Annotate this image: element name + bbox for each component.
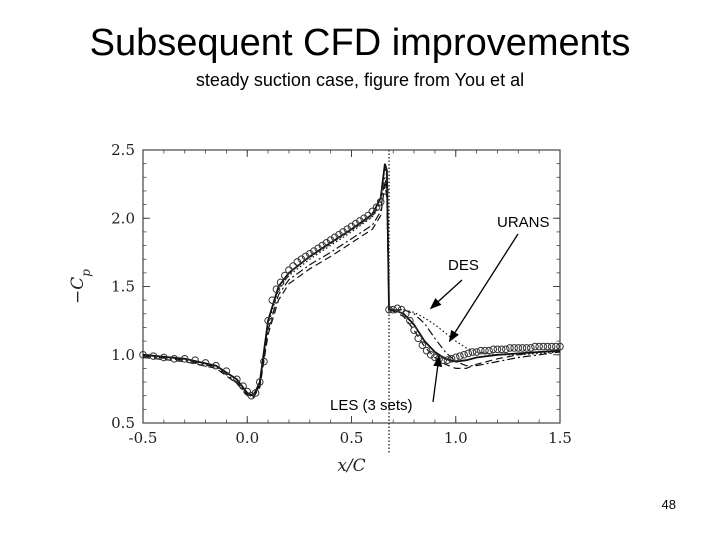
experiment-point xyxy=(476,346,485,355)
experiment-point xyxy=(368,207,377,216)
series-les-3-sets-line xyxy=(142,163,561,397)
experiment-point xyxy=(251,389,260,397)
experiment-point xyxy=(552,342,560,351)
experiment-point xyxy=(233,375,241,384)
series-group xyxy=(142,163,561,398)
experiment-point xyxy=(464,349,473,358)
experiment-point xyxy=(364,211,372,220)
experiment-point xyxy=(506,344,514,352)
experiment-point xyxy=(280,271,289,280)
y-tick-label: 1.5 xyxy=(111,278,135,296)
experiment-point xyxy=(255,378,264,386)
experiment-point xyxy=(268,296,277,304)
experiment-point xyxy=(472,348,481,356)
experiment-point xyxy=(443,356,452,365)
annotations: URANS DES LES (3 sets) xyxy=(330,214,550,414)
experiment-point xyxy=(527,344,535,352)
experiment-point xyxy=(514,344,523,352)
experiment-point xyxy=(414,334,423,343)
slide-subtitle: steady suction case, figure from You et … xyxy=(195,70,525,90)
experiment-point xyxy=(289,262,297,270)
experiment-point xyxy=(243,387,252,396)
experiment-point xyxy=(212,361,220,370)
series-des-line xyxy=(142,177,561,398)
experiment-point xyxy=(493,345,502,354)
experiment-point xyxy=(535,342,543,351)
experiment-point xyxy=(460,350,468,359)
experiment-point xyxy=(260,357,268,366)
x-tick-label: 0.5 xyxy=(340,429,364,447)
experiment-point xyxy=(451,353,460,362)
experiment-point xyxy=(389,305,398,314)
experiment-point xyxy=(422,346,431,355)
experiment-point xyxy=(481,346,489,355)
x-axis-label: x/C xyxy=(337,456,365,476)
plot-border xyxy=(142,149,561,424)
annotation-label: LES (3 sets) xyxy=(330,397,413,414)
series-urans-line xyxy=(142,166,561,397)
experiment-point xyxy=(468,348,477,356)
annotation-label: URANS xyxy=(497,214,550,231)
experiment-point xyxy=(376,198,385,206)
y-tick-label: 2.0 xyxy=(111,209,135,227)
experiment-point xyxy=(543,342,552,351)
experiment-point xyxy=(497,345,506,354)
experiment-point xyxy=(456,352,464,360)
axis-ticks: -0.5 0.0 0.5 1.0 1.5 0.5 1.0 1.5 2.0 2.5 xyxy=(111,141,572,453)
y-tick-label: 0.5 xyxy=(111,414,135,432)
experiment-point xyxy=(272,285,281,294)
experiment-point xyxy=(418,341,427,349)
experiment-point xyxy=(222,367,231,375)
annotation-label: DES xyxy=(448,257,479,274)
experiment-point xyxy=(180,355,189,363)
experiment-markers xyxy=(139,187,564,400)
experiment-point xyxy=(160,353,168,362)
series-dashed-line xyxy=(142,184,561,398)
experiment-point xyxy=(201,359,210,367)
experiment-point xyxy=(191,356,199,365)
x-tick-label: 0.0 xyxy=(235,429,259,447)
experiment-point xyxy=(406,316,414,325)
x-tick-label: 1.5 xyxy=(548,429,572,447)
experiment-point xyxy=(385,305,393,314)
annotation-arrow xyxy=(429,279,463,310)
experiment-point xyxy=(401,310,410,318)
y-tick-label: 1.0 xyxy=(111,346,135,364)
experiment-point xyxy=(518,344,527,352)
experiment-point xyxy=(397,305,406,314)
experiment-point xyxy=(510,344,518,352)
experiment-point xyxy=(522,344,531,352)
experiment-point xyxy=(489,345,498,354)
experiment-point xyxy=(447,355,456,363)
experiment-point xyxy=(372,203,381,212)
experiment-point xyxy=(556,342,564,351)
page-number: 48 xyxy=(661,497,676,512)
experiment-point xyxy=(485,346,493,355)
annotation-arrow xyxy=(432,354,443,403)
experiment-point xyxy=(264,316,272,325)
experiment-point xyxy=(531,342,539,351)
plot-frame xyxy=(142,149,561,424)
experiment-point xyxy=(410,326,418,334)
y-axis-label-sub: p xyxy=(79,269,93,277)
x-tick-label: -0.5 xyxy=(129,429,158,447)
x-tick-label: 1.0 xyxy=(444,429,468,447)
y-axis-label: −Cp xyxy=(68,269,93,304)
y-tick-label: 2.5 xyxy=(111,141,135,159)
experiment-point xyxy=(276,278,285,287)
experiment-point xyxy=(239,382,247,390)
experiment-point xyxy=(170,355,179,363)
y-axis-label-main: −C xyxy=(68,277,88,304)
annotation-arrow xyxy=(448,233,519,343)
experiment-point xyxy=(393,304,402,313)
experiment-point xyxy=(539,342,548,351)
experiment-point xyxy=(381,187,389,195)
experiment-point xyxy=(547,342,556,351)
experiment-point xyxy=(139,350,147,359)
experiment-point xyxy=(149,352,158,360)
experiment-point xyxy=(285,266,293,274)
experiment-point xyxy=(501,345,510,354)
slide-title: Subsequent CFD improvements xyxy=(89,22,631,64)
